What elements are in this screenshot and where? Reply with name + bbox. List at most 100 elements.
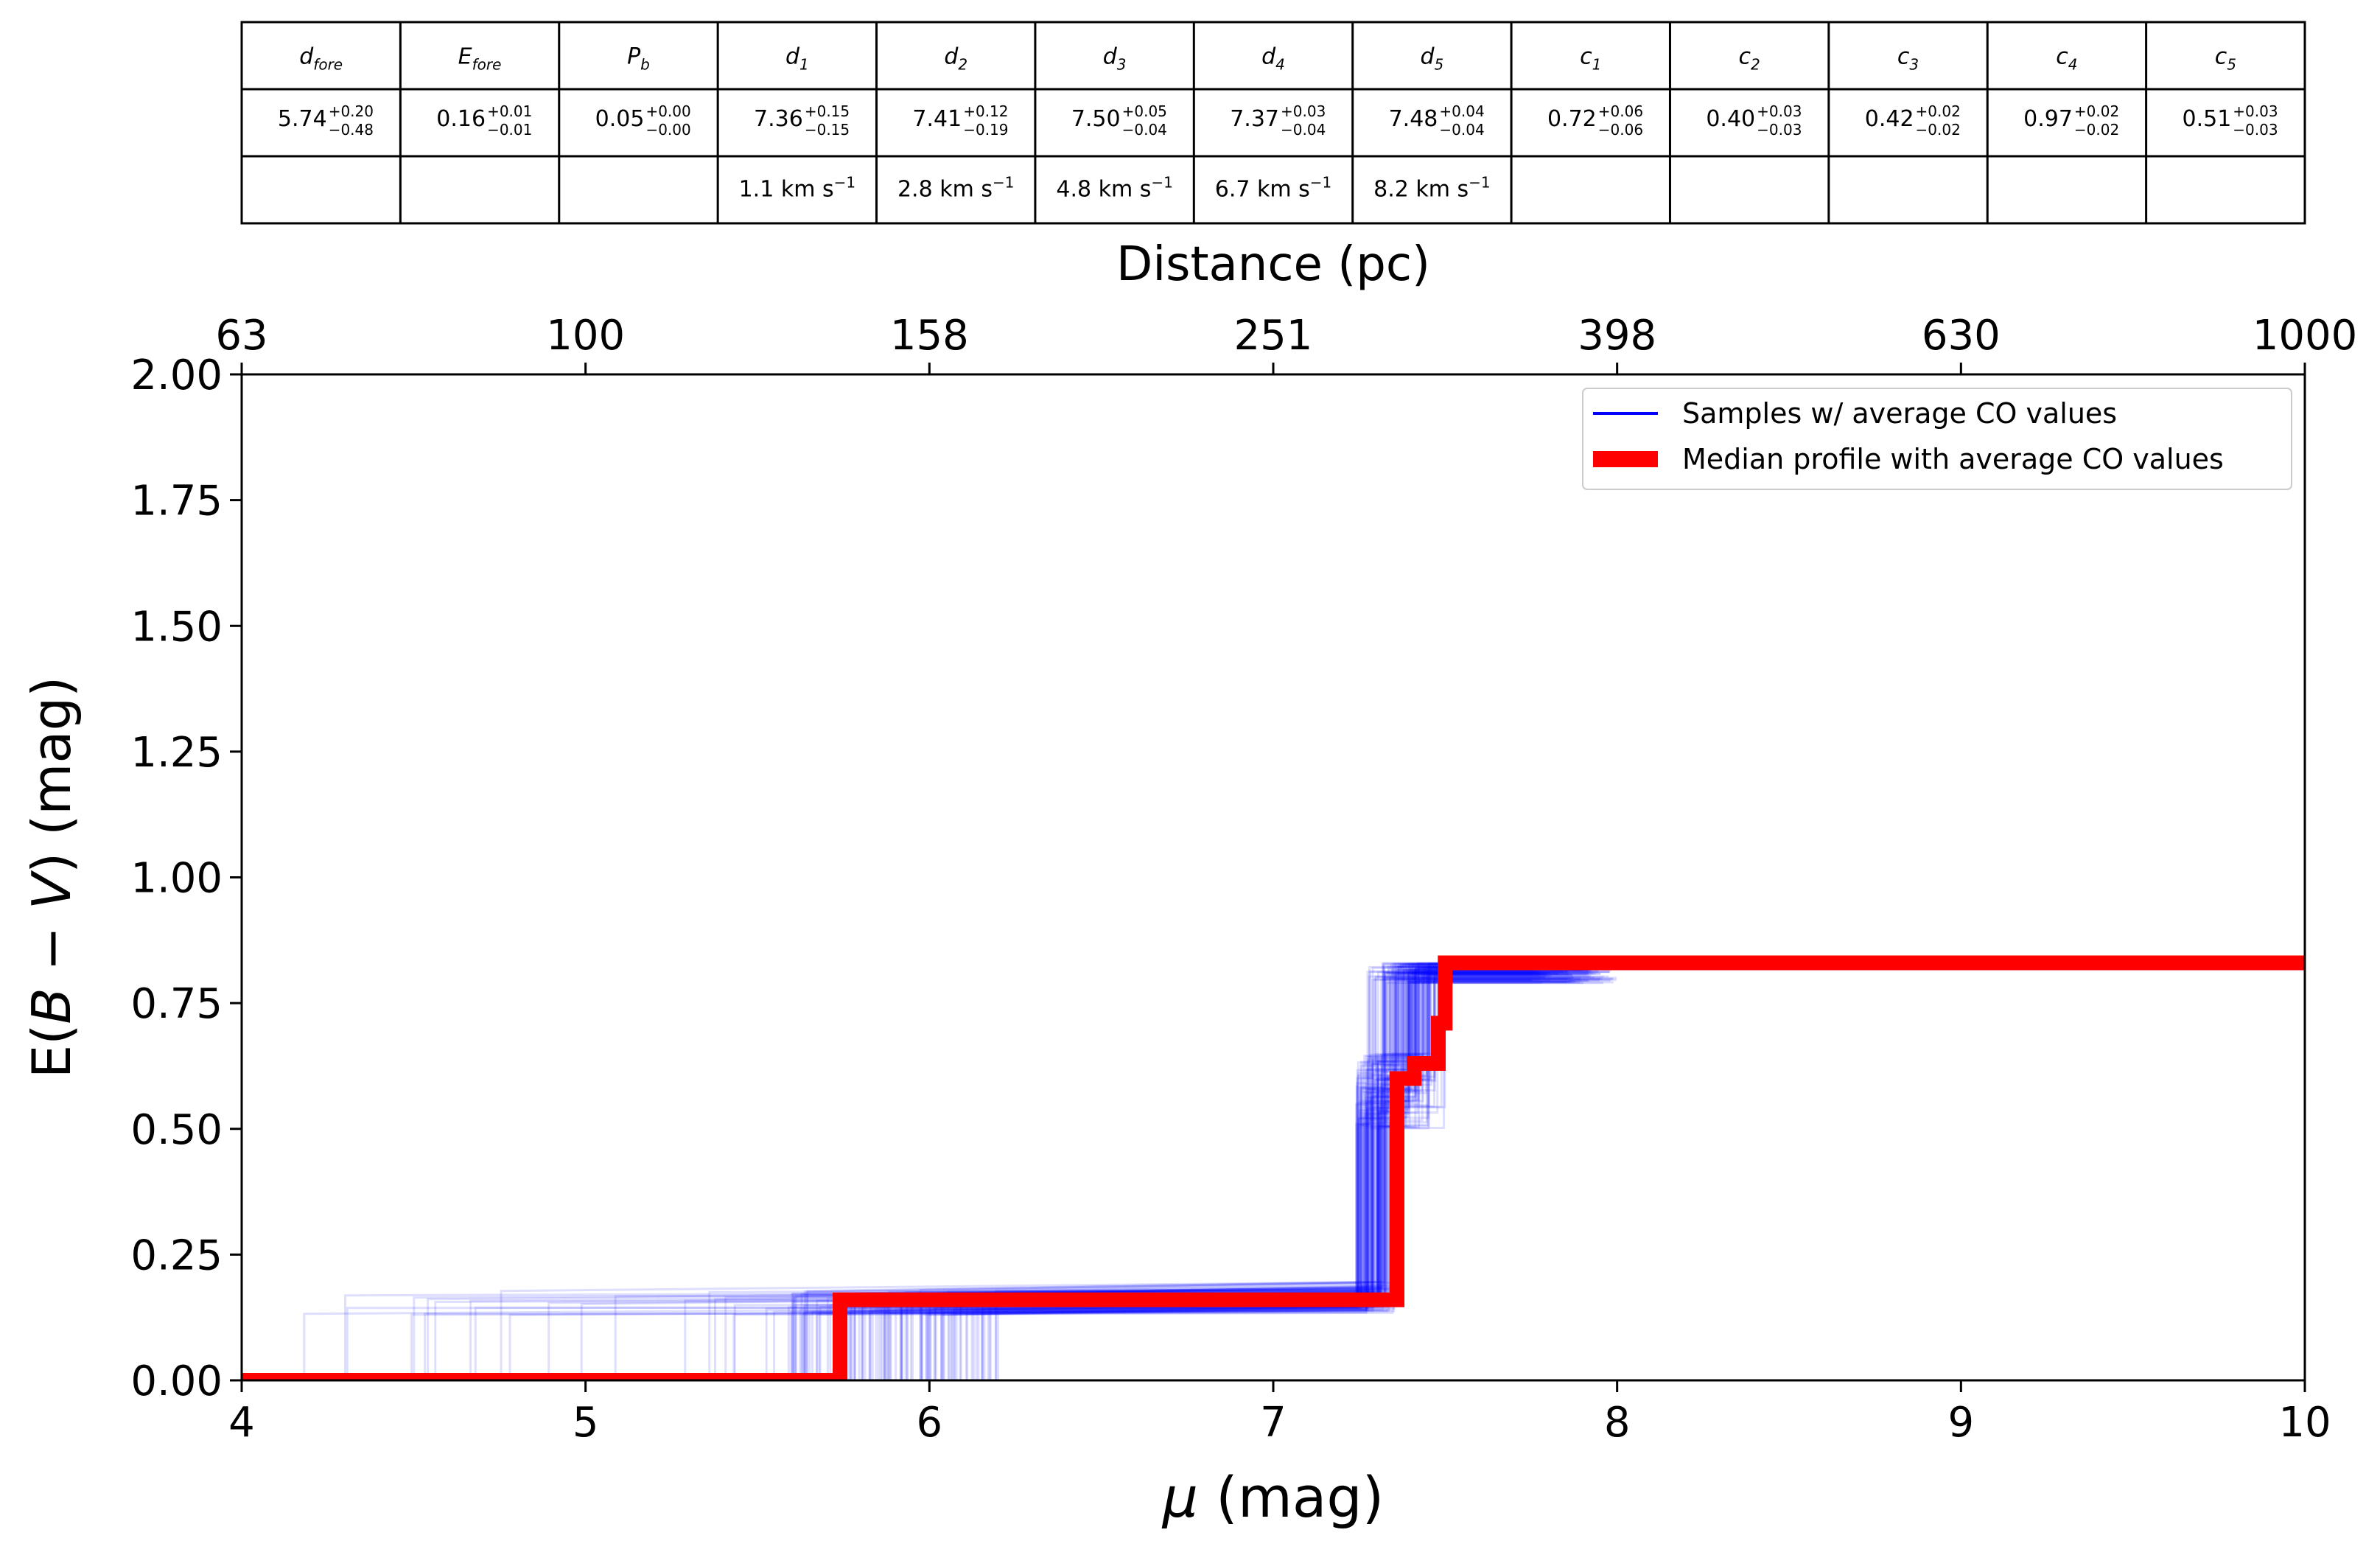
sample-line	[242, 978, 1541, 1380]
y-tick-label: 2.00	[130, 352, 223, 399]
table-value: 7.41	[912, 106, 962, 132]
table-header-subscript: 3	[1909, 55, 1919, 73]
table-header-subscript: b	[640, 55, 650, 73]
sample-line	[242, 965, 1541, 1380]
table-velocity-exponent: −1	[834, 174, 855, 192]
table-velocity-value: 6.7 km s	[1215, 177, 1310, 203]
table-header-cell: d5	[1420, 43, 1443, 73]
sample-line	[242, 965, 1555, 1380]
sample-line	[242, 971, 1551, 1380]
table-value: 7.37	[1230, 106, 1279, 132]
plot-frame	[240, 373, 2306, 1382]
sample-line	[242, 968, 1596, 1380]
sample-line	[242, 972, 1558, 1380]
sample-line	[242, 973, 1541, 1380]
sample-line	[242, 970, 1563, 1380]
top-tick-label: 1000	[2253, 312, 2358, 360]
sample-line	[242, 967, 1600, 1380]
median-line	[242, 955, 2305, 1380]
sample-line	[242, 962, 1582, 1380]
table-error-upper: +0.06	[1598, 102, 1643, 120]
table-velocity: 6.7 km s−1	[1215, 174, 1332, 203]
sample-line	[242, 962, 1547, 1380]
sample-line	[242, 973, 1589, 1380]
sample-line	[242, 968, 1589, 1380]
x-tick-label: 5	[573, 1399, 599, 1447]
y-axis-label: E(B − V) (mag)	[21, 677, 83, 1079]
table-error-upper: +0.03	[1281, 102, 1326, 120]
sample-line	[242, 977, 1603, 1380]
table-header-symbol: c	[2056, 43, 2068, 69]
sample-line	[242, 976, 1575, 1380]
table-value: 7.50	[1071, 106, 1121, 132]
sample-line	[242, 962, 1569, 1380]
sample-line	[242, 968, 1612, 1380]
table-header-cell: d4	[1261, 43, 1285, 73]
table-value: 5.74	[278, 106, 327, 132]
x-tick-label: 8	[1604, 1399, 1631, 1447]
table-header-cell: c3	[1897, 43, 1919, 73]
sample-line	[242, 974, 1573, 1380]
sample-line	[242, 973, 1545, 1380]
sample-line	[242, 977, 1571, 1380]
table-error-lower: −0.15	[805, 121, 850, 139]
sample-line	[242, 978, 1613, 1380]
y-tick-label: 1.75	[130, 478, 223, 525]
y-tick-label: 0.50	[130, 1106, 223, 1154]
x-axis-label-unit: (mag)	[1198, 1464, 1384, 1530]
sample-line	[242, 966, 1533, 1380]
sample-line	[242, 974, 1592, 1380]
sample-line	[242, 973, 1572, 1380]
sample-line	[242, 981, 1567, 1380]
sample-line	[242, 976, 1595, 1380]
table-header-cell: d2	[944, 43, 967, 73]
sample-line	[242, 965, 1581, 1380]
y-axis-label-b: B	[21, 988, 83, 1024]
parameter-table: dfore Efore Pb d1 d2 d3 d4 d5 c1 c2 c3 c4 c55.74 +0.2…	[240, 21, 2306, 225]
sample-line	[242, 972, 1589, 1380]
sample-line	[242, 978, 1581, 1380]
table-error-upper: +0.01	[487, 102, 532, 120]
top-tick-label: 158	[890, 312, 969, 360]
table-value: 7.48	[1389, 106, 1438, 132]
sample-line	[242, 973, 1569, 1380]
sample-line	[242, 973, 1559, 1380]
table-header-symbol: c	[1897, 43, 1910, 69]
sample-line	[242, 971, 1537, 1380]
table-velocity: 1.1 km s−1	[739, 174, 856, 203]
sample-line	[242, 965, 1555, 1380]
y-tick-label: 1.25	[130, 729, 223, 777]
sample-line	[242, 969, 1537, 1380]
chart: 4 5 6 7 8 9 10 0.00 0.25 0.50 0.75 1.00 1.25 1.50 1.7…	[21, 237, 2357, 1530]
sample-line	[242, 981, 1614, 1380]
table-value: 0.72	[1547, 106, 1597, 132]
sample-line	[242, 971, 1592, 1380]
top-axis: 63 100 158 251 398 630 1000	[215, 312, 2357, 374]
y-axis: 0.00 0.25 0.50 0.75 1.00 1.25 1.50 1.75 2.00	[130, 352, 242, 1405]
sample-line	[242, 982, 1583, 1380]
sample-line	[242, 971, 1589, 1380]
table-velocity-exponent: −1	[1151, 174, 1172, 192]
table-header-subscript: 2	[1751, 55, 1760, 73]
table-error-lower: −0.04	[1281, 121, 1326, 139]
sample-line	[242, 963, 1598, 1380]
legend-samples-label: Samples w/ average CO values	[1682, 397, 2117, 430]
x-tick-label: 6	[917, 1399, 943, 1447]
table-header-cell: c2	[1739, 43, 1760, 73]
sample-line	[242, 962, 1584, 1380]
sample-line	[242, 968, 1533, 1380]
sample-line	[242, 979, 1532, 1380]
x-tick-label: 10	[2278, 1399, 2331, 1447]
sample-line	[242, 972, 1594, 1380]
top-tick-label: 630	[1922, 312, 2001, 360]
y-tick-label: 1.50	[130, 603, 223, 651]
legend-box	[1582, 388, 2292, 490]
sample-line	[242, 976, 1581, 1380]
sample-line	[242, 974, 1533, 1380]
sample-line	[242, 974, 1573, 1380]
table-velocity-value: 8.2 km s	[1373, 177, 1469, 203]
sample-line	[242, 979, 1533, 1380]
table-value: 0.16	[436, 106, 486, 132]
sample-line	[242, 963, 1567, 1380]
